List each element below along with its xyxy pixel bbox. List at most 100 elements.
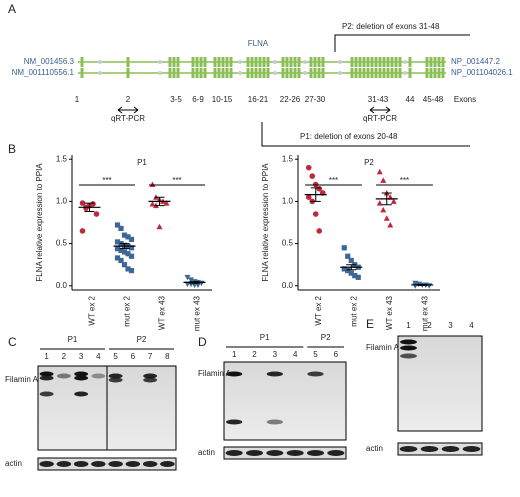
exon (80, 68, 84, 78)
lane-label: 2 (62, 352, 67, 361)
exon (126, 57, 130, 67)
exon (317, 57, 321, 67)
actin-band (441, 446, 460, 452)
exon (80, 57, 84, 67)
exon (285, 68, 289, 78)
exon (281, 57, 285, 67)
primer-label: qRT-PCR (111, 114, 145, 123)
exon (378, 57, 382, 67)
exon (313, 57, 317, 67)
exon (425, 57, 429, 67)
band (74, 371, 89, 377)
exon (225, 57, 229, 67)
significance-label: *** (172, 176, 181, 185)
blots: C D E (8, 317, 374, 349)
band (39, 391, 54, 397)
data-point (118, 247, 124, 253)
exon (374, 57, 378, 67)
protein: NP_001104026.1 (451, 68, 513, 77)
data-point (149, 181, 156, 188)
exon-label: 10-15 (212, 95, 233, 104)
exon (297, 57, 301, 67)
data-point (128, 236, 135, 242)
data-point (118, 225, 124, 232)
data-point (348, 257, 354, 264)
data-point (121, 232, 128, 238)
data-point (316, 228, 323, 234)
protein: NP_001447.2 (451, 57, 500, 66)
exon (366, 57, 370, 67)
primer-arrow (369, 106, 391, 114)
exon (217, 57, 221, 67)
intron-marker (338, 71, 342, 75)
exon (321, 68, 325, 78)
exon (317, 68, 321, 78)
exon (350, 57, 354, 67)
x-tick-label: mut ex 2 (349, 295, 358, 326)
exon (262, 57, 266, 67)
intron-marker (238, 60, 242, 64)
exon (382, 57, 386, 67)
actin-band (160, 461, 175, 467)
data-point (163, 200, 170, 206)
lane-label: 5 (313, 350, 318, 359)
actin-band (462, 446, 481, 452)
exon (225, 68, 229, 78)
band (143, 377, 158, 383)
lane-label: 6 (334, 350, 339, 359)
exon (172, 68, 176, 78)
exon (176, 68, 180, 78)
band-label: actin (5, 459, 22, 468)
blot (397, 335, 483, 432)
exon (258, 57, 262, 67)
lane-label: 8 (165, 352, 170, 361)
intron-marker (158, 60, 162, 64)
intron-marker (98, 60, 102, 64)
intron-marker (273, 60, 277, 64)
exon-label: 44 (406, 95, 415, 104)
lane-label: 7 (148, 352, 153, 361)
exon (266, 57, 270, 67)
lane-label: 4 (469, 321, 474, 330)
lane-label: 2 (252, 350, 257, 359)
transcript: NM_001110556.1 (12, 68, 75, 77)
data-point (128, 245, 135, 251)
lane-label: 4 (293, 350, 298, 359)
panel-label: A (8, 2, 16, 16)
exon (354, 68, 358, 78)
actin-band (108, 461, 123, 467)
significance-label: *** (329, 176, 338, 185)
exon (172, 57, 176, 67)
lane-label: 2 (427, 321, 432, 330)
gene-name: FLNA (248, 39, 269, 48)
band (400, 353, 417, 359)
exon (203, 57, 207, 67)
actin-band (39, 461, 54, 467)
lane-label: 1 (406, 321, 411, 330)
exon (321, 57, 325, 67)
lane-label: 3 (79, 352, 84, 361)
data-point (316, 185, 323, 192)
exon-label: 2 (126, 95, 131, 104)
y-tick-label: 1.0 (56, 197, 68, 206)
exon (293, 68, 297, 78)
data-point (341, 245, 347, 251)
data-point (390, 198, 397, 204)
data-point (114, 255, 121, 261)
band-label: Filamin A (5, 375, 39, 384)
data-point (118, 257, 124, 264)
exon (168, 68, 172, 78)
band-label: actin (366, 444, 383, 453)
actin-band (286, 450, 304, 456)
error-bar (84, 202, 95, 213)
data-point (188, 277, 194, 283)
exon (281, 68, 285, 78)
y-axis-label: FLNA relative expression to PPIA (35, 163, 44, 282)
band-label: Filamin A (198, 369, 232, 378)
intron-marker (273, 71, 277, 75)
exon (289, 68, 293, 78)
exon (168, 57, 172, 67)
data-point (345, 253, 351, 259)
x-tick-label: WT ex 2 (314, 295, 323, 325)
